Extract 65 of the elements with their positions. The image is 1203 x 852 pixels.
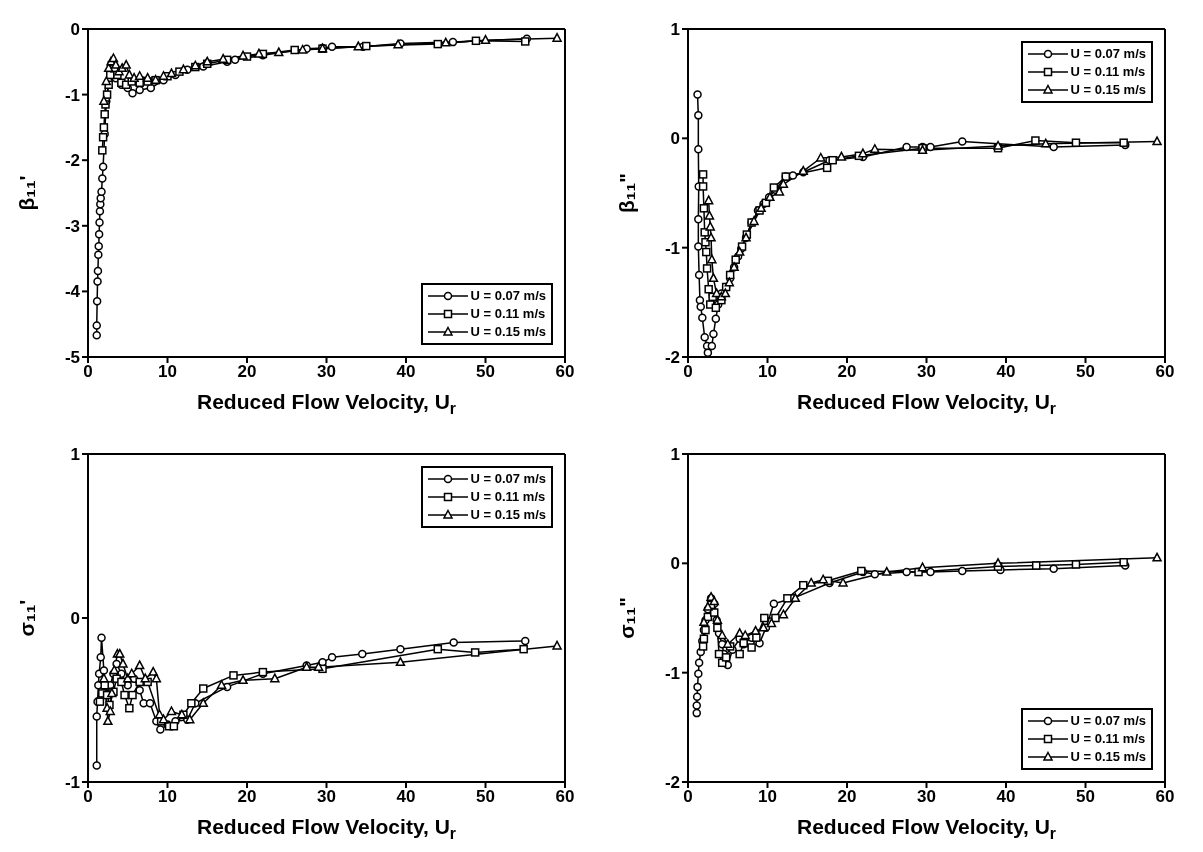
x-tick-label: 0 [83, 362, 93, 382]
x-tick-label: 50 [476, 362, 495, 382]
x-tick-label: 0 [683, 787, 693, 807]
y-tick-label: -3 [64, 216, 80, 236]
x-tick-label: 30 [317, 787, 336, 807]
x-axis-title: Reduced Flow Velocity, U$_{r}$ [797, 390, 1056, 417]
legend-label: U = 0.11 m/s [470, 488, 546, 506]
y-tick-label: -2 [664, 348, 680, 368]
y-tick-label: -4 [64, 282, 81, 302]
y-tick-label: 1 [70, 445, 80, 465]
x-tick-label: 10 [758, 787, 777, 807]
y-tick-label: 1 [670, 445, 680, 465]
y-tick-label: -1 [64, 85, 80, 105]
x-axis-title: Reduced Flow Velocity, U$_{r}$ [797, 815, 1056, 842]
legend-label: U = 0.07 m/s [470, 470, 546, 488]
y-axis-title: σ₁₁' [15, 599, 38, 637]
legend-label: U = 0.15 m/s [1070, 748, 1146, 766]
x-tick-label: 60 [555, 362, 575, 382]
y-tick-label: -1 [664, 663, 680, 683]
x-tick-label: 30 [917, 787, 936, 807]
x-tick-label: 60 [1155, 787, 1175, 807]
y-tick-label: 0 [670, 129, 680, 149]
legend-label: U = 0.07 m/s [470, 287, 546, 305]
y-axis-title: σ₁₁" [615, 597, 638, 639]
x-tick-label: 60 [555, 787, 575, 807]
legend-label: U = 0.15 m/s [1070, 81, 1146, 99]
y-tick-label: 0 [70, 609, 80, 629]
x-axis-title: Reduced Flow Velocity, U$_{r}$ [197, 815, 456, 842]
x-tick-label: 20 [237, 362, 257, 382]
x-tick-label: 30 [917, 362, 936, 382]
x-tick-label: 50 [476, 787, 495, 807]
x-tick-label: 0 [683, 362, 693, 382]
y-tick-label: -1 [664, 238, 680, 258]
x-tick-label: 50 [1076, 787, 1095, 807]
y-tick-label: -5 [64, 348, 80, 368]
legend-label: U = 0.15 m/s [470, 323, 546, 341]
x-tick-label: 20 [837, 362, 857, 382]
legend-label: U = 0.07 m/s [1070, 45, 1146, 63]
x-tick-label: 10 [758, 362, 777, 382]
legend-label: U = 0.11 m/s [1070, 730, 1146, 748]
y-tick-label: -2 [64, 151, 80, 171]
x-tick-label: 40 [396, 787, 416, 807]
x-tick-label: 20 [837, 787, 857, 807]
y-axis-title: β₁₁' [15, 175, 38, 211]
legend-label: U = 0.07 m/s [1070, 712, 1146, 730]
x-tick-label: 50 [1076, 362, 1095, 382]
legend-label: U = 0.15 m/s [470, 506, 546, 524]
x-tick-label: 10 [158, 787, 177, 807]
y-tick-label: 1 [670, 20, 680, 40]
y-tick-label: 0 [70, 20, 80, 40]
legend-label: U = 0.11 m/s [470, 305, 546, 323]
x-tick-label: 40 [996, 787, 1016, 807]
y-axis-title: β₁₁" [615, 172, 638, 214]
x-tick-label: 0 [83, 787, 93, 807]
x-tick-label: 60 [1155, 362, 1175, 382]
x-axis-title: Reduced Flow Velocity, U$_{r}$ [197, 390, 456, 417]
x-tick-label: 20 [237, 787, 257, 807]
x-tick-label: 40 [396, 362, 416, 382]
legend-label: U = 0.11 m/s [1070, 63, 1146, 81]
x-tick-label: 10 [158, 362, 177, 382]
x-tick-label: 30 [317, 362, 336, 382]
x-tick-label: 40 [996, 362, 1016, 382]
y-tick-label: -1 [64, 773, 80, 793]
y-tick-label: 0 [670, 554, 680, 574]
y-tick-label: -2 [664, 773, 680, 793]
